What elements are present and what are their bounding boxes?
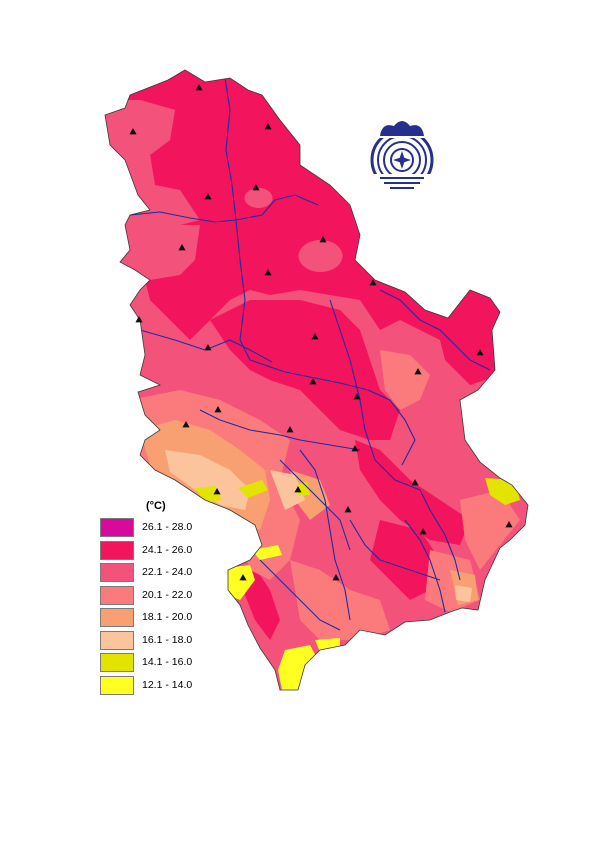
station-triangle-icon bbox=[294, 486, 302, 493]
station-triangle-icon bbox=[213, 488, 221, 495]
legend-swatch bbox=[100, 675, 134, 695]
legend-swatch bbox=[100, 608, 134, 627]
river-line bbox=[429, 509, 461, 581]
temperature-zone bbox=[244, 188, 273, 208]
legend-swatch bbox=[100, 540, 134, 560]
temperature-zone bbox=[105, 70, 510, 385]
temperature-zone bbox=[380, 350, 430, 410]
legend-item: 18.1 - 20.0 bbox=[100, 608, 220, 628]
legend-swatch bbox=[100, 653, 134, 672]
temperature-zone bbox=[195, 486, 222, 503]
legend-label: 14.1 - 16.0 bbox=[142, 656, 193, 668]
river-line bbox=[139, 329, 273, 363]
station-triangle-icon bbox=[135, 316, 143, 323]
legend-swatch bbox=[100, 585, 134, 605]
station-triangle-icon bbox=[411, 479, 419, 486]
station-triangle-icon bbox=[195, 84, 203, 91]
station-triangle-icon bbox=[129, 128, 137, 135]
river-line bbox=[249, 359, 416, 466]
legend-label: 18.1 - 20.0 bbox=[142, 611, 193, 623]
meteorological-service-emblem-icon bbox=[368, 121, 436, 192]
temperature-zone bbox=[355, 440, 470, 545]
legend-item: 16.1 - 18.0 bbox=[100, 630, 220, 651]
station-triangle-icon bbox=[476, 349, 484, 356]
station-triangle-icon bbox=[178, 244, 186, 251]
station-triangle-icon bbox=[309, 378, 317, 385]
station-triangle-icon bbox=[264, 269, 272, 276]
legend-label: 22.1 - 24.0 bbox=[142, 566, 193, 578]
legend-unit: (°C) bbox=[146, 500, 166, 512]
legend-swatch bbox=[100, 518, 134, 537]
station-triangle-icon bbox=[311, 333, 319, 340]
temperature-zone bbox=[455, 585, 472, 602]
temperature-zone bbox=[370, 520, 440, 600]
station-triangle-icon bbox=[505, 521, 513, 528]
station-triangle-icon bbox=[344, 506, 352, 513]
temperature-zone bbox=[270, 470, 305, 510]
legend-label: 16.1 - 18.0 bbox=[142, 633, 193, 646]
station-triangle-icon bbox=[264, 123, 272, 130]
legend-item: 12.1 - 14.0 bbox=[100, 675, 220, 696]
country-border bbox=[104, 69, 529, 691]
river-line bbox=[279, 459, 351, 551]
legend-item: 20.1 - 22.0 bbox=[100, 585, 220, 606]
temperature-zone bbox=[278, 645, 318, 690]
legend-swatch bbox=[100, 630, 134, 650]
temperature-zone bbox=[238, 480, 268, 498]
temperature-zone bbox=[120, 225, 200, 280]
temperature-zone bbox=[225, 565, 255, 600]
river-line bbox=[199, 409, 361, 451]
legend-item: 26.1 - 28.0 bbox=[100, 518, 220, 538]
station-triangle-icon bbox=[369, 279, 377, 286]
station-triangle-icon bbox=[214, 406, 222, 413]
station-triangle-icon bbox=[182, 421, 190, 428]
station-triangle-icon bbox=[419, 528, 427, 535]
station-triangle-icon bbox=[204, 193, 212, 200]
station-triangle-icon bbox=[319, 236, 327, 243]
river-line bbox=[349, 519, 441, 581]
station-triangle-icon bbox=[252, 184, 260, 191]
station-markers bbox=[129, 84, 513, 581]
river-line bbox=[329, 299, 431, 511]
river-line bbox=[404, 519, 446, 613]
station-triangle-icon bbox=[353, 393, 361, 400]
station-triangle-icon bbox=[332, 574, 340, 581]
legend-label: 20.1 - 22.0 bbox=[142, 588, 193, 601]
legend-swatch bbox=[100, 563, 134, 582]
river-line bbox=[259, 559, 341, 631]
station-triangle-icon bbox=[351, 445, 359, 452]
legend-label: 12.1 - 14.0 bbox=[142, 678, 193, 691]
temperature-zone bbox=[297, 482, 310, 496]
temperature-zone bbox=[290, 560, 390, 640]
legend-item: 24.1 - 26.0 bbox=[100, 540, 220, 561]
legend-item: 22.1 - 24.0 bbox=[100, 563, 220, 583]
temperature-zone bbox=[165, 450, 250, 510]
river-line bbox=[299, 449, 351, 621]
temperature-zone bbox=[298, 240, 343, 272]
river-line bbox=[379, 289, 491, 371]
legend-label: 24.1 - 26.0 bbox=[142, 543, 193, 556]
legend-item: 14.1 - 16.0 bbox=[100, 653, 220, 673]
station-triangle-icon bbox=[414, 368, 422, 375]
temperature-zone bbox=[210, 300, 400, 440]
legend-label: 26.1 - 28.0 bbox=[142, 521, 193, 533]
station-triangle-icon bbox=[239, 574, 247, 581]
station-triangle-icon bbox=[204, 344, 212, 351]
temperature-zone bbox=[460, 490, 520, 570]
river-line bbox=[129, 194, 319, 223]
station-triangle-icon bbox=[286, 426, 294, 433]
